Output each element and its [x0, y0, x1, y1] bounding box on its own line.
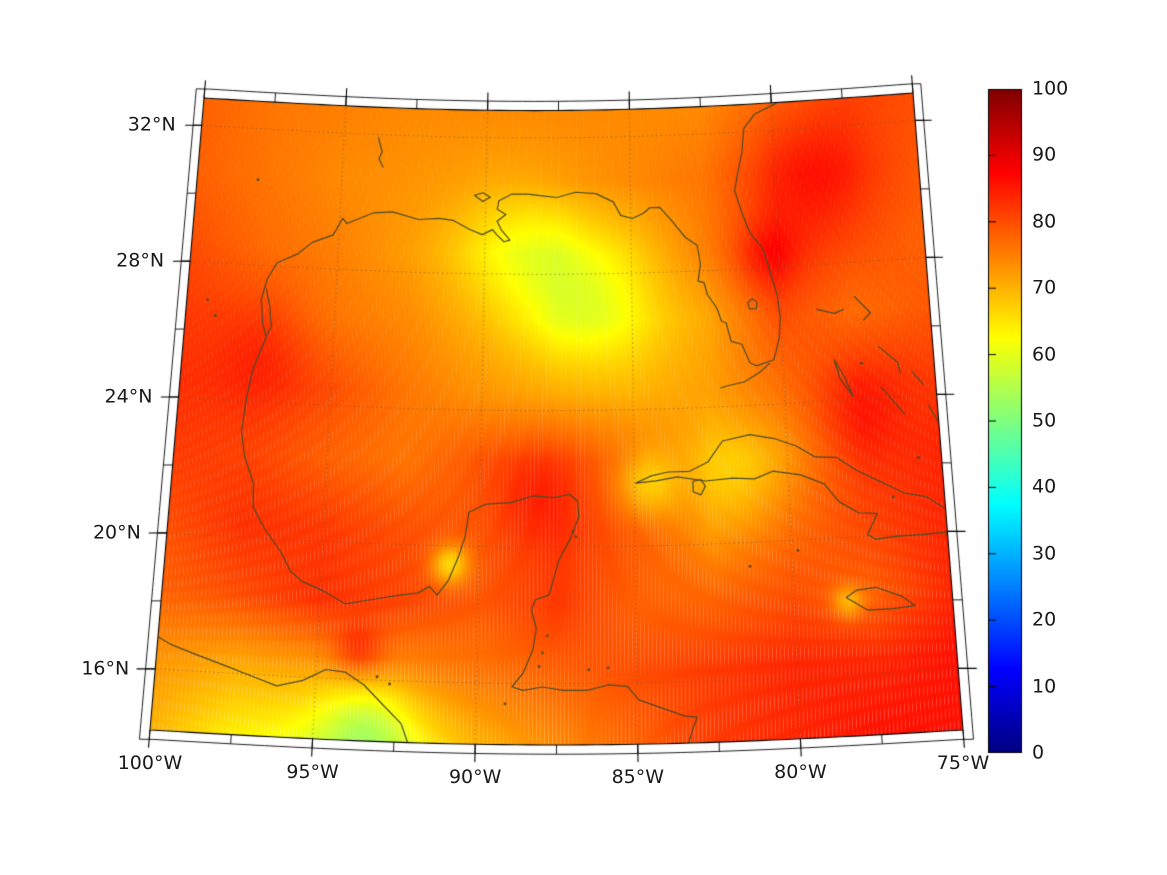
y-tick-label-32: 32°N	[127, 113, 176, 136]
x-tick-label-85: 85°W	[611, 766, 665, 789]
y-tick-label-24: 24°N	[104, 385, 153, 408]
x-tick-label-95: 95°W	[286, 760, 339, 783]
y-tick-label-20: 20°N	[92, 521, 141, 544]
colorbar-tick-label-40: 40	[1032, 475, 1057, 498]
colorbar-tick-label-90: 90	[1032, 143, 1057, 166]
colorbar-tick-label-20: 20	[1032, 608, 1057, 631]
colorbar-tick-label-10: 10	[1032, 675, 1057, 698]
colorbar-tick-label-80: 80	[1032, 210, 1057, 233]
y-tick-label-16: 16°N	[81, 657, 130, 680]
x-tick-label-100: 100°W	[117, 752, 183, 774]
y-tick-label-28: 28°N	[116, 249, 165, 272]
x-tick-label-75: 75°W	[936, 752, 990, 774]
colorbar-tick-label-60: 60	[1032, 343, 1057, 366]
colorbar-tick-label-100: 100	[1032, 77, 1069, 100]
colorbar-tick-label-0: 0	[1032, 741, 1045, 764]
colorbar-tick-label-70: 70	[1032, 276, 1057, 299]
colorbar-tick-label-50: 50	[1032, 409, 1057, 432]
x-tick-label-80: 80°W	[774, 760, 827, 783]
x-tick-label-90: 90°W	[448, 766, 502, 789]
colorbar-tick-label-30: 30	[1032, 542, 1057, 565]
